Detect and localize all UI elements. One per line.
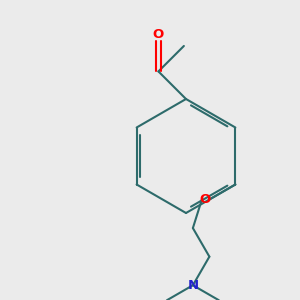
Text: O: O (199, 193, 211, 206)
Text: O: O (153, 28, 164, 41)
Text: N: N (187, 279, 198, 292)
